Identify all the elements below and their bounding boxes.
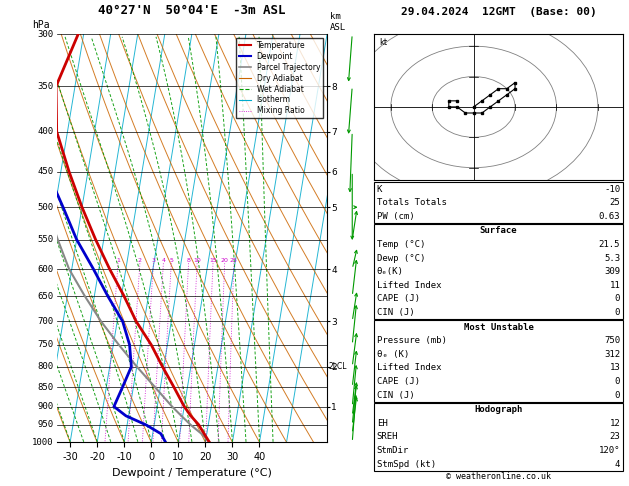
Text: 750: 750 [604, 336, 620, 345]
Text: 120°: 120° [599, 446, 620, 455]
Text: StmSpd (kt): StmSpd (kt) [377, 460, 436, 469]
Text: 312: 312 [604, 350, 620, 359]
Text: 2LCL: 2LCL [328, 362, 347, 371]
Text: 1000: 1000 [32, 438, 53, 447]
Text: 750: 750 [37, 340, 53, 349]
Text: 850: 850 [37, 382, 53, 392]
Text: 21.5: 21.5 [599, 240, 620, 249]
Text: EH: EH [377, 419, 387, 428]
Text: 550: 550 [37, 235, 53, 244]
Text: PW (cm): PW (cm) [377, 212, 415, 221]
Text: 800: 800 [37, 362, 53, 371]
Text: 4: 4 [162, 259, 165, 263]
Text: 900: 900 [37, 402, 53, 411]
Text: 3: 3 [152, 259, 155, 263]
Text: Dewp (°C): Dewp (°C) [377, 254, 425, 262]
Text: 400: 400 [37, 127, 53, 136]
Text: 23: 23 [610, 433, 620, 441]
Text: 15: 15 [209, 259, 217, 263]
Text: Pressure (mb): Pressure (mb) [377, 336, 447, 345]
Text: Most Unstable: Most Unstable [464, 323, 533, 331]
Text: 350: 350 [37, 82, 53, 91]
Text: 20: 20 [221, 259, 228, 263]
Text: Surface: Surface [480, 226, 517, 235]
Text: K: K [377, 185, 382, 193]
Text: SREH: SREH [377, 433, 398, 441]
Text: 10: 10 [193, 259, 201, 263]
Text: θₑ (K): θₑ (K) [377, 350, 409, 359]
Text: 13: 13 [610, 364, 620, 372]
Text: CIN (J): CIN (J) [377, 308, 415, 317]
Text: -10: -10 [604, 185, 620, 193]
Text: 0: 0 [615, 295, 620, 303]
Text: Temp (°C): Temp (°C) [377, 240, 425, 249]
Text: 0: 0 [615, 377, 620, 386]
Text: 25: 25 [610, 198, 620, 207]
Text: 450: 450 [37, 167, 53, 176]
Text: 5: 5 [169, 259, 173, 263]
Text: 4: 4 [615, 460, 620, 469]
Text: 650: 650 [37, 292, 53, 301]
Text: 700: 700 [37, 317, 53, 326]
Text: CIN (J): CIN (J) [377, 391, 415, 399]
Legend: Temperature, Dewpoint, Parcel Trajectory, Dry Adiabat, Wet Adiabat, Isotherm, Mi: Temperature, Dewpoint, Parcel Trajectory… [236, 38, 323, 119]
Text: 29.04.2024  12GMT  (Base: 00): 29.04.2024 12GMT (Base: 00) [401, 7, 596, 17]
Text: 600: 600 [37, 264, 53, 274]
Text: 11: 11 [610, 281, 620, 290]
Text: hPa: hPa [32, 20, 50, 30]
Text: CAPE (J): CAPE (J) [377, 295, 420, 303]
Text: kt: kt [379, 38, 387, 48]
Text: 40°27'N  50°04'E  -3m ASL: 40°27'N 50°04'E -3m ASL [98, 4, 286, 17]
Text: CAPE (J): CAPE (J) [377, 377, 420, 386]
Text: 309: 309 [604, 267, 620, 276]
Text: © weatheronline.co.uk: © weatheronline.co.uk [446, 472, 551, 481]
Text: 8: 8 [187, 259, 191, 263]
Text: Lifted Index: Lifted Index [377, 364, 442, 372]
Text: 0: 0 [615, 391, 620, 399]
Text: 1: 1 [116, 259, 120, 263]
Text: θₑ(K): θₑ(K) [377, 267, 404, 276]
Text: Totals Totals: Totals Totals [377, 198, 447, 207]
Text: 0: 0 [615, 308, 620, 317]
Text: 950: 950 [37, 420, 53, 429]
Text: 2: 2 [138, 259, 142, 263]
Text: 5.3: 5.3 [604, 254, 620, 262]
Text: 500: 500 [37, 203, 53, 212]
Text: 0.63: 0.63 [599, 212, 620, 221]
Text: StmDir: StmDir [377, 446, 409, 455]
Text: Hodograph: Hodograph [474, 405, 523, 414]
X-axis label: Dewpoint / Temperature (°C): Dewpoint / Temperature (°C) [112, 468, 272, 478]
Text: 12: 12 [610, 419, 620, 428]
Text: km
ASL: km ASL [330, 12, 347, 32]
Text: 300: 300 [37, 30, 53, 38]
Text: 25: 25 [230, 259, 238, 263]
Text: Lifted Index: Lifted Index [377, 281, 442, 290]
